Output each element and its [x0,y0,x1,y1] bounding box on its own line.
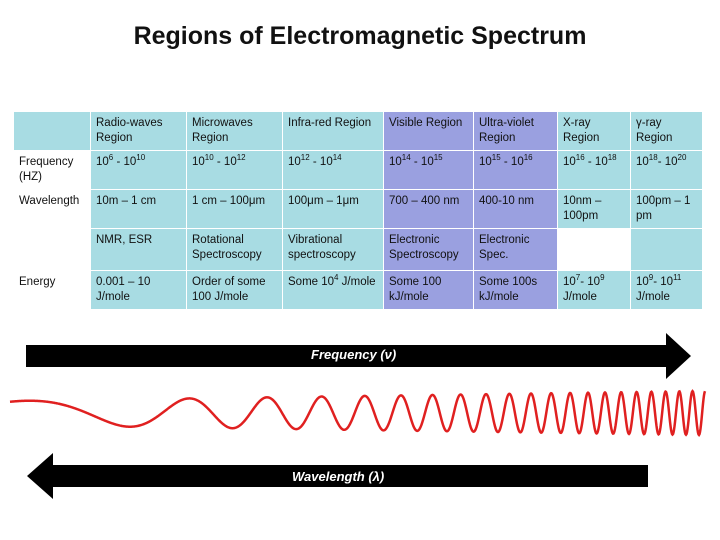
header-cell: X-ray Region [557,111,631,151]
technique-cell: Electronic Spectroscopy [383,228,474,271]
technique-row: NMR, ESR Rotational Spectroscopy Vibrati… [13,228,703,271]
wavelength-cell: 1 cm – 100μm [186,189,283,229]
frequency-cell: 1016 - 1018 [557,150,631,190]
header-cell [13,111,91,151]
technique-cell: Rotational Spectroscopy [186,228,283,271]
wavelength-arrow-shape [27,453,648,499]
energy-cell: Order of some 100 J/mole [186,270,283,310]
header-cell: Radio-waves Region [90,111,187,151]
wavelength-cell: 700 – 400 nm [383,189,474,229]
header-cell: Infra-red Region [282,111,384,151]
technique-cell [557,228,631,271]
page-title: Regions of Electromagnetic Spectrum [133,22,587,50]
frequency-arrow [26,333,691,379]
energy-cell: Some 100 kJ/mole [383,270,474,310]
wavelength-cell: 100μm – 1μm [282,189,384,229]
header-cell: γ-ray Region [630,111,703,151]
frequency-cell: 1012 - 1014 [282,150,384,190]
frequency-cell: 1010 - 1012 [186,150,283,190]
frequency-cell: 1018- 1020 [630,150,703,190]
wavelength-cell: 10m – 1 cm [90,189,187,229]
frequency-cell: 106 - 1010 [90,150,187,190]
wave-line [9,389,707,437]
frequency-row: Frequency (HZ) 106 - 1010 1010 - 1012 10… [13,150,703,190]
frequency-cell: 1015 - 1016 [473,150,558,190]
energy-cell: 107- 109 J/mole [557,270,631,310]
technique-cell: NMR, ESR [90,228,187,271]
energy-cell: Some 100s kJ/mole [473,270,558,310]
row-label: Wavelength [13,189,91,229]
wavelength-arrow [27,453,648,499]
technique-cell [630,228,703,271]
wavelength-cell: 100pm – 1 pm [630,189,703,229]
frequency-arrow-label: Frequency (ν) [311,347,397,362]
wave [9,389,707,437]
header-cell: Visible Region [383,111,474,151]
wavelength-arrow-label: Wavelength (λ) [292,469,385,484]
header-row: Radio-waves Region Microwaves Region Inf… [13,111,703,151]
frequency-arrow-shape [26,333,691,379]
energy-cell: Some 104 J/mole [282,270,384,310]
wavelength-cell: 10nm – 100pm [557,189,631,229]
energy-cell: 0.001 – 10 J/mole [90,270,187,310]
row-label: Energy [13,270,91,310]
row-label: Frequency (HZ) [13,150,91,190]
header-cell: Microwaves Region [186,111,283,151]
frequency-cell: 1014 - 1015 [383,150,474,190]
energy-cell: 109- 1011 J/mole [630,270,703,310]
technique-cell: Vibrational spectroscopy [282,228,384,271]
wavelength-row: Wavelength 10m – 1 cm 1 cm – 100μm 100μm… [13,189,703,229]
energy-row: Energy 0.001 – 10 J/mole Order of some 1… [13,270,703,310]
technique-cell: Electronic Spec. [473,228,558,271]
header-cell: Ultra-violet Region [473,111,558,151]
wavelength-cell: 400-10 nm [473,189,558,229]
row-label [13,228,91,271]
spectrum-table: Radio-waves Region Microwaves Region Inf… [13,111,703,310]
